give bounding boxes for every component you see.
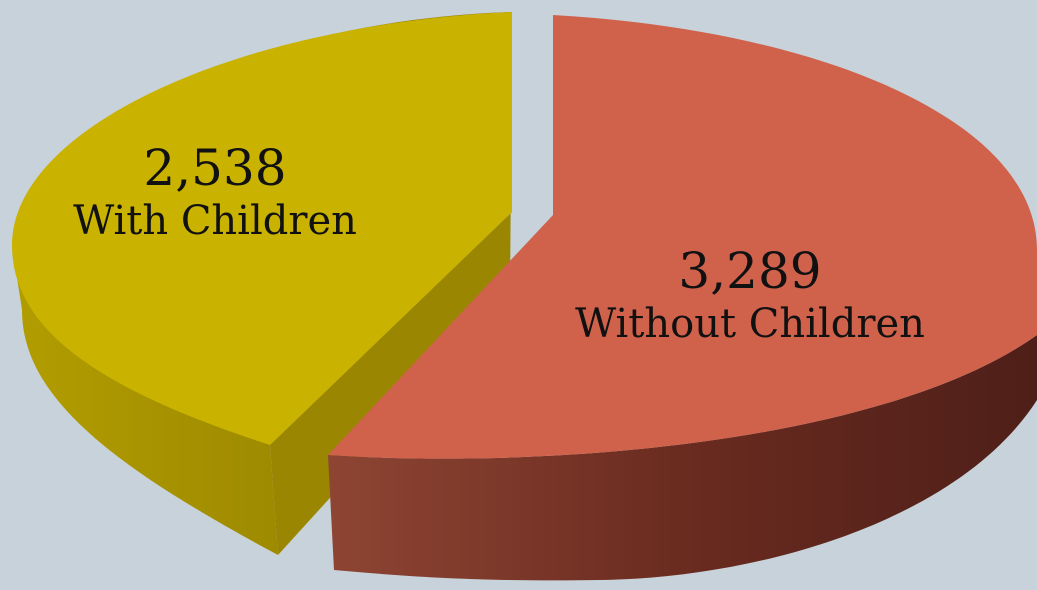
- category-label-with-children: With Children: [73, 197, 357, 244]
- data-label-with-children: 2,538 With Children: [25, 139, 405, 244]
- slice-cut-with-children: [270, 12, 512, 555]
- category-label-without-children: Without Children: [575, 300, 925, 347]
- pie-slice-without-children: [328, 15, 1037, 581]
- slice-side-without-children: [328, 335, 1037, 581]
- slice-top-without-children: [328, 15, 1037, 459]
- value-label-with-children: 2,538: [143, 139, 287, 197]
- pie-slice-with-children: [12, 12, 512, 555]
- value-label-without-children: 3,289: [678, 242, 822, 300]
- data-label-without-children: 3,289 Without Children: [530, 242, 970, 347]
- slice-top-with-children: [12, 12, 512, 445]
